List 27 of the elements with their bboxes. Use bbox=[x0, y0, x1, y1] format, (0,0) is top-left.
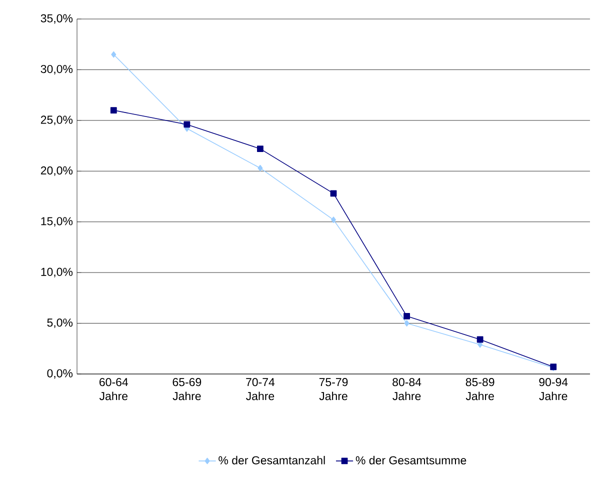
point bbox=[331, 216, 336, 224]
legend-label: % der Gesamtanzahl bbox=[218, 456, 325, 464]
point bbox=[184, 121, 190, 128]
point bbox=[330, 190, 337, 197]
point bbox=[111, 51, 116, 58]
x-tick-label: 60-64 Jahre bbox=[99, 378, 128, 400]
y-tick-label: 20,0% bbox=[40, 166, 73, 176]
x-tick-label: 75-79 Jahre bbox=[319, 378, 348, 400]
point bbox=[110, 107, 117, 114]
y-tick-label: 15,0% bbox=[41, 217, 73, 227]
point bbox=[258, 164, 263, 172]
point bbox=[476, 336, 484, 343]
x-tick-label: 90-94 Jahre bbox=[539, 378, 568, 400]
y-tick-label: 30,0% bbox=[40, 64, 73, 74]
y-tick-label: 5,0% bbox=[47, 318, 73, 328]
y-tick-label: 0,0% bbox=[47, 369, 73, 379]
point bbox=[257, 146, 264, 152]
y-tick-label: 10,0% bbox=[41, 268, 73, 278]
x-tick-label: 70-74 Jahre bbox=[246, 378, 275, 400]
x-tick-label: 80-84 Jahre bbox=[392, 378, 422, 400]
y-tick-label: 35,0% bbox=[40, 14, 73, 24]
point bbox=[404, 320, 410, 326]
legend-label: % der Gesamtsumme bbox=[356, 456, 466, 464]
x-tick-label: 65-69 Jahre bbox=[172, 378, 202, 400]
x-tick-label: 85-89 Jahre bbox=[466, 378, 494, 400]
y-tick-label: 25,0% bbox=[40, 116, 73, 126]
point bbox=[404, 312, 410, 320]
